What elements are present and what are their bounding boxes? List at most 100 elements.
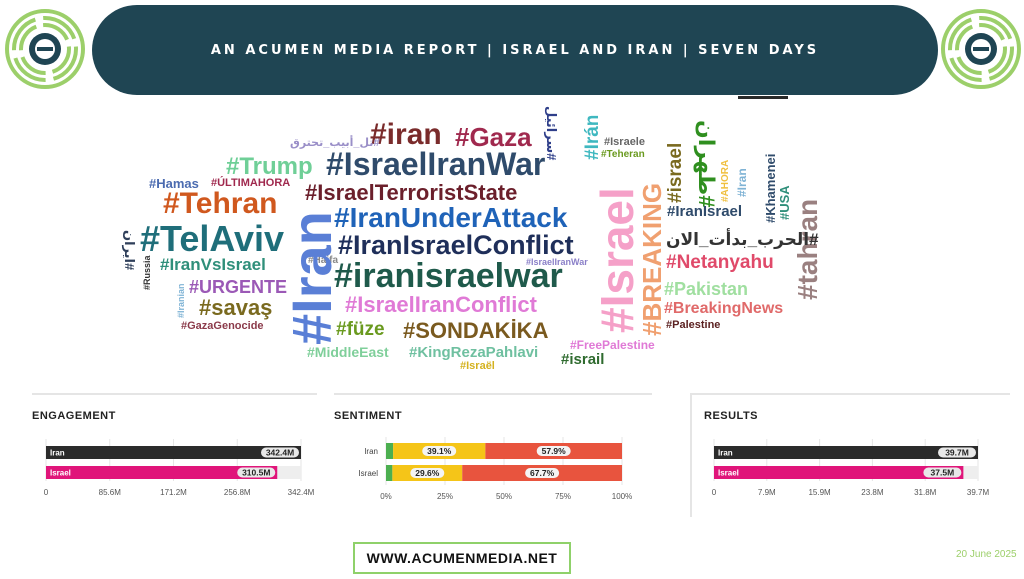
report-title: AN ACUMEN MEDIA REPORT | ISRAEL AND IRAN… (210, 42, 820, 58)
x-tick-label: 171.2M (160, 488, 187, 497)
report-date: 20 June 2025 (956, 549, 1017, 560)
results-chart: Iran 39.7M Israel 37.5M 0 7.9M 15.9M 23.8M 31.8… (712, 439, 990, 497)
bar-iran (46, 446, 301, 459)
word: #URGENTE (189, 277, 288, 297)
word: #tahran (792, 198, 823, 300)
word: #Iran (280, 211, 343, 345)
value-label: 39.7M (945, 448, 969, 458)
word: #FreePalestine (570, 338, 655, 352)
header-bar: AN ACUMEN MEDIA REPORT | ISRAEL AND IRAN… (92, 5, 938, 95)
word: #BreakingNews (664, 300, 784, 317)
word: #Gaza (455, 122, 532, 152)
word: #Haifa (308, 255, 339, 266)
word: #GazaGenocide (181, 320, 264, 332)
acumen-logo-left (4, 8, 86, 90)
bar-israel (46, 466, 278, 479)
word: #israil (561, 351, 605, 368)
value-pill (410, 468, 445, 478)
word: #Irán (582, 114, 603, 160)
word: #SONDAKİKA (403, 318, 549, 343)
sentiment-title: SENTIMENT (334, 410, 403, 422)
value-label: 310.5M (242, 468, 270, 478)
word: ايران# (122, 230, 137, 271)
word: #israel (665, 142, 686, 203)
value-pill (525, 468, 560, 478)
value-label: 57.9% (542, 446, 567, 456)
value-pill (237, 467, 276, 478)
word: #KingRezaPahlavi (409, 344, 539, 361)
word: سرائيل# (544, 106, 559, 161)
row-label: Israel (50, 469, 71, 478)
word: #Russia (142, 255, 152, 290)
word: #USA (777, 185, 792, 220)
acumen-logo-right (940, 8, 1022, 90)
value-label: 342.4M (266, 448, 294, 458)
value-label: 39.1% (427, 446, 452, 456)
word: #iran (370, 118, 442, 151)
word: #IsraelIranWar (526, 257, 588, 267)
x-tick-label: 25% (437, 492, 453, 501)
word: #IsraelIranWar (326, 146, 546, 182)
word: #füze (336, 319, 385, 340)
word: #IranUnderAttack (334, 202, 568, 233)
word: #TelAviv (140, 218, 285, 259)
row-label: Iran (718, 449, 733, 458)
word: #Tehran (163, 187, 278, 220)
word: #BREAKING (637, 182, 667, 336)
value-pill (261, 447, 299, 458)
row-label: Iran (50, 449, 65, 458)
x-tick-label: 100% (612, 492, 632, 501)
sentiment-segment (386, 465, 393, 481)
value-label: 67.7% (530, 468, 555, 478)
value-label: 37.5M (931, 468, 955, 478)
sentiment-segment (386, 443, 394, 459)
word: #ÚLTIMAHORA (211, 177, 291, 189)
results-title: RESULTS (704, 410, 759, 422)
value-pill (536, 446, 571, 456)
bar-israel (714, 466, 964, 479)
row-label: Iran (364, 447, 378, 456)
bar-iran (714, 446, 978, 459)
x-tick-label: 50% (496, 492, 512, 501)
x-tick-label: 39.7M (967, 488, 990, 497)
word: #Teheran (601, 149, 645, 160)
value-pill (938, 447, 976, 458)
results-panel: RESULTS Iran 39.7M Israel 37.5M 0 7.9M 15.9M 2… (690, 393, 1010, 517)
word: #MiddleEast (307, 344, 389, 360)
engagement-title: ENGAGEMENT (32, 410, 116, 422)
x-tick-label: 23.8M (861, 488, 884, 497)
hashtag-wordcloud: #iran #Gaza #IsraelIranWar #Trump تل_أبي… (122, 106, 823, 372)
x-tick-label: 75% (555, 492, 571, 501)
x-tick-label: 342.4M (288, 488, 315, 497)
maze-logo-icon (5, 9, 85, 89)
word: #IranIsraelConflict (338, 230, 574, 260)
value-pill (422, 446, 457, 456)
word: #iranisraelwar (334, 257, 563, 295)
x-tick-label: 0 (712, 488, 717, 497)
word: #Netanyahu (666, 252, 774, 273)
website-link[interactable]: WWW.ACUMENMEDIA.NET (353, 542, 571, 574)
word: #AHORA (720, 159, 731, 202)
word: #IranVsIsrael (160, 255, 266, 274)
x-tick-label: 85.6M (99, 488, 122, 497)
value-label: 29.6% (415, 468, 440, 478)
engagement-panel: ENGAGEMENT Iran 342.4M Israel 310.5M 0 85.6M… (32, 393, 317, 517)
x-tick-label: 0 (44, 488, 49, 497)
word: #savaş (199, 295, 273, 320)
header-divider (738, 96, 788, 99)
engagement-chart: Iran 342.4M Israel 310.5M 0 85.6M 171.2M 256.8… (44, 439, 315, 497)
word: #Iranian (176, 283, 186, 318)
word: #Hamas (149, 176, 199, 191)
word: #IranIsrael (667, 203, 743, 220)
value-pill (923, 467, 962, 478)
x-tick-label: 31.8M (914, 488, 937, 497)
word: الحرب_بدأت_الان# (666, 230, 819, 249)
x-tick-label: 0% (380, 492, 392, 501)
row-label: Israel (358, 469, 378, 478)
word: #Palestine (666, 319, 721, 331)
sentiment-panel: SENTIMENT 39.1% 57.9% 29.6% 67.7% 0% 25% 50% 7… (334, 393, 652, 517)
word: #Trump (226, 153, 313, 180)
x-tick-label: 256.8M (224, 488, 251, 497)
word: #Iran (735, 168, 749, 197)
word: #Pakistan (664, 279, 749, 299)
